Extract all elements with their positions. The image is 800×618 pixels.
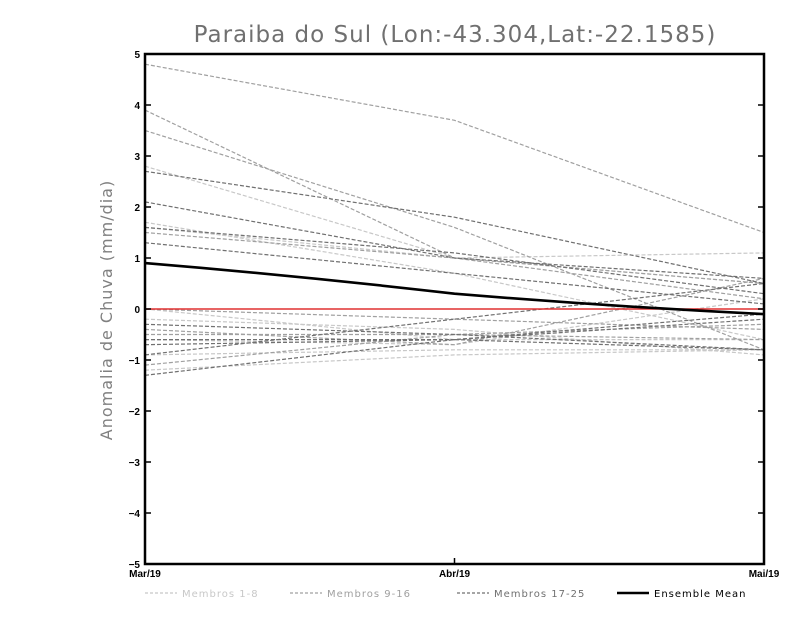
member-line-12 [144,231,765,285]
y-tick-label: −4 [129,509,141,520]
member-line-15 [144,333,765,366]
member-line-2 [144,226,765,259]
member-line-4 [144,349,765,371]
legend-label-1: Membros 1-8 [182,589,259,600]
legend: Membros 1-8 Membros 9-16 Membros 17-25 Ense… [145,589,746,600]
x-tick-label: Mai/19 [749,569,780,580]
y-tick-label: 2 [134,203,140,214]
member-line-8 [144,221,765,341]
y-tick-label: 3 [134,152,140,163]
x-tick-label: Mar/19 [129,569,161,580]
member-line-6 [144,308,764,341]
y-tick-label: −3 [129,458,141,469]
ensemble-mean [144,261,765,316]
legend-label-2: Membros 9-16 [327,589,411,600]
member-line-23 [144,282,765,356]
member-line-1 [144,165,765,285]
chart-title: Paraiba do Sul (Lon:-43.304,Lat:-22.1585… [194,22,717,48]
y-tick-label: −5 [129,560,141,571]
legend-label-4: Ensemble Mean [654,589,746,600]
y-tick-label: −2 [129,407,141,418]
y-tick-label: 1 [134,254,140,265]
member-line-9 [144,63,765,234]
y-tick-label: 5 [134,50,140,61]
y-tick-label: 4 [134,101,140,112]
x-tick-label: Abr/19 [439,569,471,580]
ensemble-mean-line [144,261,765,316]
y-axis-label: Anomalia de Chuva (mm/dia) [97,180,116,440]
member-line-7 [144,349,764,356]
member-line-20 [144,242,765,305]
member-line-24 [144,338,765,376]
legend-label-3: Membros 17-25 [494,589,585,600]
member-lines [144,63,765,376]
member-line-18 [144,201,765,279]
member-line-17 [144,170,765,285]
member-line-19 [144,226,765,295]
y-tick-label: −1 [129,356,141,367]
member-line-25 [145,313,765,341]
member-line-21 [144,323,765,351]
y-tick-label: 0 [134,305,140,316]
